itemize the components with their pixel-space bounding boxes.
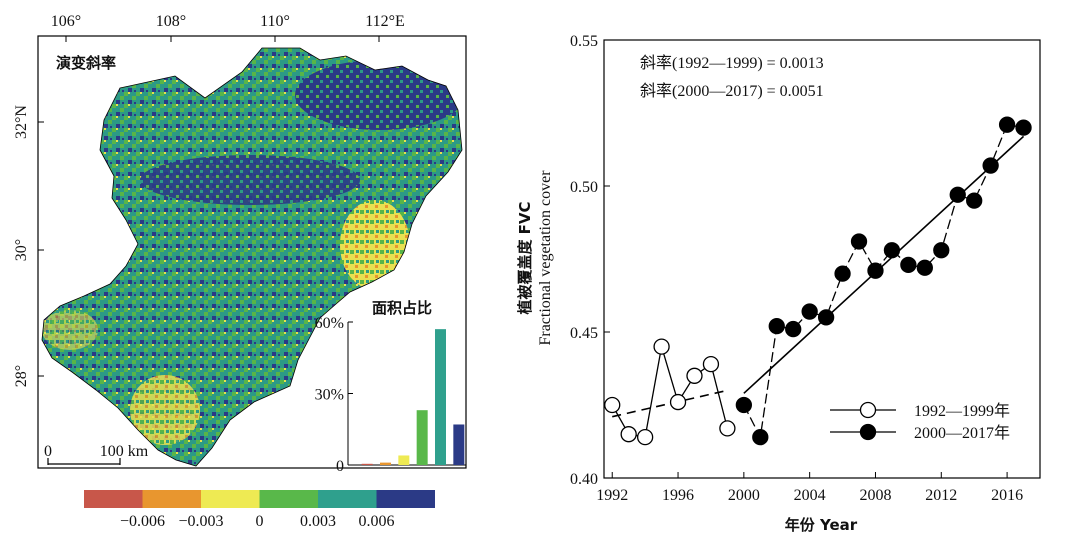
data-point [719, 420, 736, 437]
y-axis-label-en: Fractional vegetation cover [537, 170, 554, 346]
legend-label: 1992—1999年 [914, 402, 1010, 420]
data-point [982, 157, 999, 174]
inset-plot-area: 60% 30% 0 [315, 315, 466, 475]
colorbar-label: 0.006 [359, 513, 395, 530]
y-tick-label: 0.40 [570, 471, 598, 488]
inset-y-tick-label: 30% [315, 387, 344, 404]
data-point [669, 393, 687, 411]
x-tick-label: 1996 [662, 487, 694, 504]
data-point [949, 186, 966, 203]
data-point [653, 338, 670, 355]
data-point [735, 396, 752, 414]
plot-frame [603, 39, 1041, 479]
colorbar-swatch [376, 490, 435, 508]
x-axis-label: 年份 Year [785, 516, 858, 534]
inset-bar [380, 462, 391, 465]
lat-tick-label: 28° [13, 365, 30, 387]
lat-tick-label: 30° [13, 239, 30, 261]
lon-tick-label: 112°E [365, 13, 405, 30]
inset-bar [416, 410, 428, 465]
x-tick-label: 2012 [925, 487, 957, 504]
colorbar-swatch [142, 490, 201, 508]
data-point [752, 428, 769, 446]
colorbar-swatch [259, 490, 318, 508]
y-tick-label: 0.55 [570, 33, 598, 50]
colorbar: −0.006 −0.003 0 0.003 0.006 [84, 490, 435, 530]
data-point [883, 242, 901, 259]
x-tick-label: 2016 [991, 487, 1023, 504]
legend-marker [859, 423, 877, 441]
scale-bar: 0 100 km [44, 443, 149, 465]
colorbar-label: −0.006 [120, 513, 165, 530]
map-title: 演变斜率 [56, 54, 116, 72]
y-tick-label: 0.45 [570, 325, 598, 342]
lon-tick-label: 110° [260, 13, 290, 30]
inset-bar [361, 463, 373, 465]
data-point [998, 116, 1016, 133]
data-point [768, 318, 785, 335]
x-tick-label: 2004 [794, 487, 826, 504]
data-point [636, 428, 654, 446]
annotation-slope-2000-2017: 斜率(2000—2017) = 0.0051 [640, 82, 824, 100]
data-point [933, 242, 950, 259]
colorbar-label: −0.003 [178, 513, 223, 530]
colorbar-swatch [318, 490, 377, 508]
data-point [1015, 119, 1032, 136]
data-point [900, 256, 917, 273]
inset-bar [435, 329, 446, 465]
data-point [966, 192, 983, 209]
colorbar-label: 0.003 [300, 513, 336, 530]
y-tick-label: 0.50 [570, 179, 598, 196]
data-point [686, 367, 703, 384]
data-point [801, 303, 818, 320]
inset-title: 面积占比 [372, 299, 432, 317]
annotation-slope-1992-1999: 斜率(1992—1999) = 0.0013 [640, 54, 824, 72]
data-point [785, 320, 802, 338]
lon-tick-label: 106° [51, 13, 81, 30]
y-axis-label-cn: 植被覆盖度 FVC [516, 201, 534, 314]
x-tick-label: 2000 [728, 487, 760, 504]
data-point [916, 259, 933, 276]
data-point [620, 426, 637, 443]
data-point [702, 355, 720, 373]
legend-marker [859, 401, 877, 419]
scale-bar-zero: 0 [44, 443, 52, 460]
legend-label: 2000—2017年 [914, 424, 1010, 442]
trend-line [612, 389, 728, 418]
colorbar-label: 0 [256, 513, 264, 530]
inset-y-tick-label: 0 [336, 458, 344, 475]
map-frame [37, 35, 467, 469]
region-outline [41, 47, 463, 467]
data-point [604, 396, 621, 414]
x-tick-label: 2008 [859, 487, 891, 504]
inset-y-tick-label: 60% [315, 315, 344, 332]
colorbar-swatch [84, 490, 143, 508]
data-point [834, 265, 851, 282]
fvc-line-chart: 斜率(1992—1999) = 0.0013 斜率(2000—2017) = 0… [516, 33, 1041, 534]
inset-bar [453, 424, 465, 465]
colorbar-swatch [201, 490, 260, 508]
trend-line [743, 135, 1025, 394]
series-line [743, 123, 1024, 440]
data-point [817, 309, 835, 326]
data-point [867, 262, 884, 279]
x-tick-label: 1992 [596, 487, 628, 504]
data-point [850, 233, 868, 250]
lon-tick-label: 108° [156, 13, 186, 30]
inset-bar-chart: 面积占比 60% 30% 0 [315, 299, 466, 475]
map-panel: 106° 108° 110° 112°E 32°N 30° 28° [13, 13, 467, 475]
scale-bar-label: 100 km [100, 443, 149, 460]
inset-bar [398, 455, 410, 465]
lat-tick-label: 32°N [13, 105, 30, 139]
